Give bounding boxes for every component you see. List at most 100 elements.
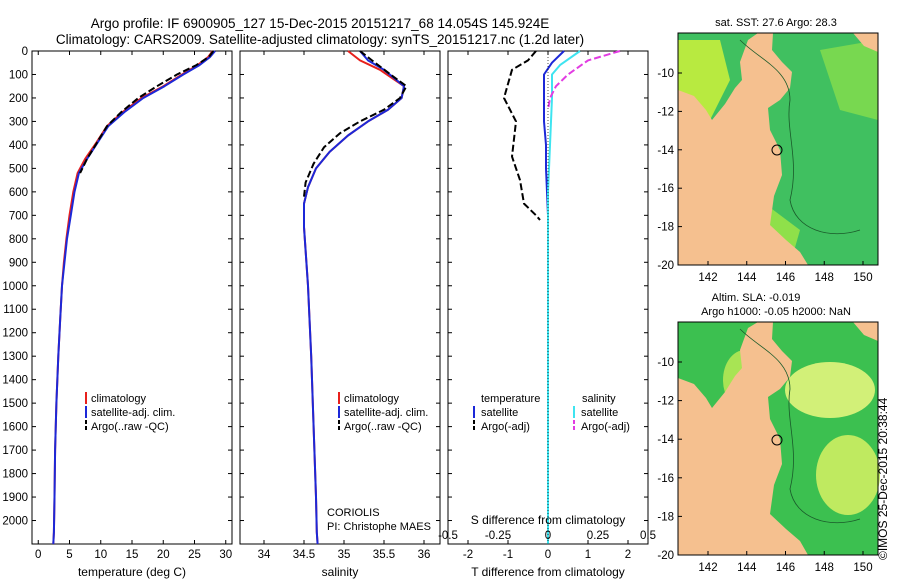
difference-top-label: S difference from climatology — [471, 513, 626, 527]
legend-label: Argo(..raw -QC) — [344, 421, 422, 433]
x-tick-label: 0 — [545, 549, 551, 561]
map2-title-line2: Argo h1000: -0.05 h2000: NaN — [701, 306, 851, 318]
lon-tick-label: 150 — [853, 562, 872, 574]
depth-tick-label: 400 — [9, 140, 28, 152]
sla-map-reef-contour — [739, 328, 861, 523]
lat-tick-label: -18 — [657, 222, 674, 234]
lat-tick-label: -18 — [657, 511, 674, 523]
depth-tick-label: 1100 — [3, 304, 28, 316]
lat-tick-label: -12 — [657, 396, 674, 408]
map2-title-line1: Altim. SLA: -0.019 — [712, 292, 801, 304]
temperature-legend: climatology satellite-adj. clim. Argo(..… — [85, 392, 175, 433]
legend-label: climatology — [344, 393, 400, 405]
s-diff-tick-label: 0 — [545, 530, 551, 542]
depth-tick-label: 2000 — [2, 516, 28, 528]
series-line-blue — [52, 50, 216, 545]
institution-annotation: CORIOLIS — [327, 507, 380, 519]
lon-tick-label: 144 — [737, 562, 757, 574]
argo-float-marker — [771, 144, 783, 156]
series-line-magenta — [547, 50, 621, 110]
legend-label: Argo(-adj) — [581, 421, 630, 433]
depth-tick-label: 1800 — [2, 469, 28, 481]
legend-label: Argo(-adj) — [481, 421, 530, 433]
depth-tick-label: 1000 — [2, 281, 28, 293]
lon-tick-label: 144 — [737, 272, 757, 284]
sst-map-reef-contour — [739, 39, 861, 235]
x-tick-label: 25 — [188, 549, 201, 561]
x-tick-label: 5 — [66, 549, 72, 561]
lat-tick-label: -16 — [657, 183, 674, 195]
depth-tick-label: 1900 — [2, 492, 28, 504]
depth-tick-label: 1200 — [2, 328, 28, 340]
legend-title-salinity: salinity — [582, 393, 616, 405]
x-tick-label: 34.5 — [293, 549, 315, 561]
x-tick-label: 35.5 — [373, 549, 395, 561]
legend-label: climatology — [91, 393, 147, 405]
lat-tick-label: -16 — [657, 473, 674, 485]
depth-tick-label: 0 — [22, 46, 28, 58]
difference-xlabel: T difference from climatology — [471, 565, 625, 579]
lat-tick-label: -10 — [657, 68, 674, 80]
legend-label: satellite — [581, 407, 618, 419]
legend-title-temperature: temperature — [481, 393, 540, 405]
x-tick-label: 20 — [157, 549, 170, 561]
salinity-xlabel: salinity — [322, 565, 359, 579]
lon-tick-label: 142 — [698, 562, 717, 574]
map1-title: sat. SST: 27.6 Argo: 28.3 — [715, 17, 837, 29]
argo-float-marker — [771, 434, 783, 446]
x-tick-label: -2 — [463, 549, 473, 561]
lat-tick-label: -14 — [657, 434, 674, 446]
pi-annotation: PI: Christophe MAES — [327, 521, 431, 533]
sla-map-frame — [677, 321, 879, 556]
difference-legend: temperature satellite Argo(-adj) salinit… — [473, 393, 630, 433]
sst-map-warm-patch — [820, 40, 878, 120]
x-tick-label: 36 — [418, 549, 431, 561]
depth-tick-label: 100 — [9, 69, 28, 81]
sla-map-axes: 142 144 146 148 150 -10 -12 -14 -16 -18 -20 — [657, 357, 872, 574]
depth-tick-label: 600 — [9, 187, 28, 199]
depth-tick-label: 1600 — [2, 422, 28, 434]
depth-tick-label: 900 — [9, 257, 28, 269]
depth-tick-label: 1700 — [2, 445, 28, 457]
sst-map-land — [678, 33, 808, 265]
chart-title-line1: Argo profile: IF 6900905_127 15-Dec-2015… — [90, 16, 550, 31]
depth-tick-label: 800 — [9, 234, 28, 246]
depth-axis: 0 100 200 300 400 500 600 700 800 900 1000 1100 1200… — [2, 46, 648, 528]
lon-tick-label: 148 — [815, 562, 834, 574]
lat-tick-label: -12 — [657, 106, 674, 118]
x-tick-label: 34 — [258, 549, 271, 561]
x-tick-label: 10 — [94, 549, 107, 561]
series-line-black — [303, 50, 408, 197]
series-line-black — [503, 50, 541, 221]
depth-tick-label: 1500 — [2, 398, 28, 410]
s-diff-tick-label: -0.25 — [485, 530, 511, 542]
legend-label: satellite — [481, 407, 518, 419]
depth-tick-label: 300 — [9, 116, 28, 128]
x-tick-label: 35 — [338, 549, 351, 561]
salinity-panel-frame — [239, 50, 441, 545]
sst-map-frame — [677, 32, 879, 266]
salinity-legend: climatology satellite-adj. clim. Argo(..… — [338, 392, 428, 433]
series-line-black — [79, 50, 215, 174]
lon-tick-label: 150 — [853, 272, 872, 284]
x-tick-label: -1 — [503, 549, 513, 561]
x-tick-label: 30 — [219, 549, 232, 561]
lat-tick-label: -10 — [657, 357, 674, 369]
lat-tick-label: -20 — [657, 550, 674, 562]
s-diff-tick-label: 0.25 — [587, 530, 609, 542]
sla-map — [677, 321, 880, 556]
x-tick-label: 15 — [126, 549, 139, 561]
lat-tick-label: -20 — [657, 260, 674, 272]
sla-map-highlight — [785, 362, 875, 418]
lon-tick-label: 146 — [776, 272, 795, 284]
temperature-chart: 0 5 10 15 20 25 30 — [35, 50, 232, 561]
depth-tick-label: 700 — [9, 210, 28, 222]
x-tick-label: 1 — [585, 549, 591, 561]
lon-tick-label: 148 — [815, 272, 834, 284]
x-tick-label: 2 — [625, 549, 631, 561]
lon-tick-label: 142 — [698, 272, 717, 284]
lon-tick-label: 146 — [776, 562, 795, 574]
series-line-cyan — [547, 50, 581, 544]
x-tick-label: 0 — [35, 549, 41, 561]
